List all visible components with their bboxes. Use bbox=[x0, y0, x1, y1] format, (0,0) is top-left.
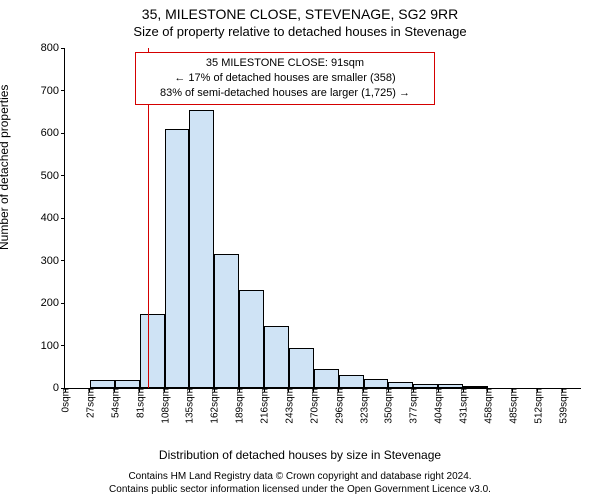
annotation-box: 35 MILESTONE CLOSE: 91sqm ← 17% of detac… bbox=[135, 52, 435, 105]
x-tick-label: 458sqm bbox=[481, 388, 494, 424]
x-tick-label: 323sqm bbox=[357, 388, 370, 424]
y-tick-label: 600 bbox=[41, 127, 65, 139]
x-tick-label: 27sqm bbox=[83, 388, 96, 418]
x-tick-label: 485sqm bbox=[506, 388, 519, 424]
annotation-line-1: 35 MILESTONE CLOSE: 91sqm bbox=[142, 56, 428, 71]
x-tick-label: 404sqm bbox=[432, 388, 445, 424]
histogram-bar bbox=[264, 326, 289, 388]
y-tick-label: 700 bbox=[41, 85, 65, 97]
x-tick-label: 512sqm bbox=[531, 388, 544, 424]
x-tick-label: 81sqm bbox=[133, 388, 146, 418]
x-tick-label: 377sqm bbox=[407, 388, 420, 424]
y-tick-label: 300 bbox=[41, 255, 65, 267]
histogram-bar bbox=[214, 254, 239, 388]
histogram-bar bbox=[438, 384, 463, 388]
x-tick-label: 296sqm bbox=[332, 388, 345, 424]
annotation-line-3: 83% of semi-detached houses are larger (… bbox=[142, 86, 428, 101]
attribution-line-2: Contains public sector information licen… bbox=[0, 484, 600, 497]
y-tick-label: 400 bbox=[41, 212, 65, 224]
title-address: 35, MILESTONE CLOSE, STEVENAGE, SG2 9RR bbox=[0, 6, 600, 22]
histogram-bar bbox=[388, 382, 413, 388]
histogram-bar bbox=[239, 290, 264, 388]
x-tick-label: 539sqm bbox=[556, 388, 569, 424]
x-tick-label: 270sqm bbox=[307, 388, 320, 424]
histogram-bar bbox=[463, 386, 488, 388]
title-subtitle: Size of property relative to detached ho… bbox=[0, 24, 600, 39]
x-axis-label: Distribution of detached houses by size … bbox=[0, 448, 600, 462]
histogram-bar bbox=[115, 380, 140, 389]
histogram-bar bbox=[364, 379, 389, 388]
y-tick-label: 200 bbox=[41, 297, 65, 309]
x-tick-label: 216sqm bbox=[258, 388, 271, 424]
y-axis-label: Number of detached properties bbox=[0, 85, 11, 250]
y-tick-label: 100 bbox=[41, 340, 65, 352]
plot-area: 01002003004005006007008000sqm27sqm54sqm8… bbox=[64, 48, 581, 389]
histogram-bar bbox=[189, 110, 214, 388]
x-tick-label: 54sqm bbox=[108, 388, 121, 418]
histogram-bar bbox=[165, 129, 190, 388]
y-tick-label: 500 bbox=[41, 170, 65, 182]
histogram-bar bbox=[339, 375, 364, 388]
x-tick-label: 350sqm bbox=[382, 388, 395, 424]
attribution-line-1: Contains HM Land Registry data © Crown c… bbox=[0, 471, 600, 484]
annotation-line-2: ← 17% of detached houses are smaller (35… bbox=[142, 71, 428, 86]
x-tick-label: 0sqm bbox=[59, 388, 72, 412]
y-tick-label: 800 bbox=[41, 42, 65, 54]
attribution: Contains HM Land Registry data © Crown c… bbox=[0, 471, 600, 496]
histogram-bar bbox=[314, 369, 339, 388]
histogram-bar bbox=[140, 314, 165, 388]
x-tick-label: 162sqm bbox=[208, 388, 221, 424]
x-tick-label: 189sqm bbox=[233, 388, 246, 424]
chart-container: 35, MILESTONE CLOSE, STEVENAGE, SG2 9RR … bbox=[0, 0, 600, 500]
histogram-bar bbox=[413, 384, 438, 388]
x-tick-label: 243sqm bbox=[282, 388, 295, 424]
x-tick-label: 108sqm bbox=[158, 388, 171, 424]
histogram-bar bbox=[90, 380, 115, 388]
x-tick-label: 431sqm bbox=[457, 388, 470, 424]
histogram-bar bbox=[289, 348, 314, 388]
x-tick-label: 135sqm bbox=[183, 388, 196, 424]
